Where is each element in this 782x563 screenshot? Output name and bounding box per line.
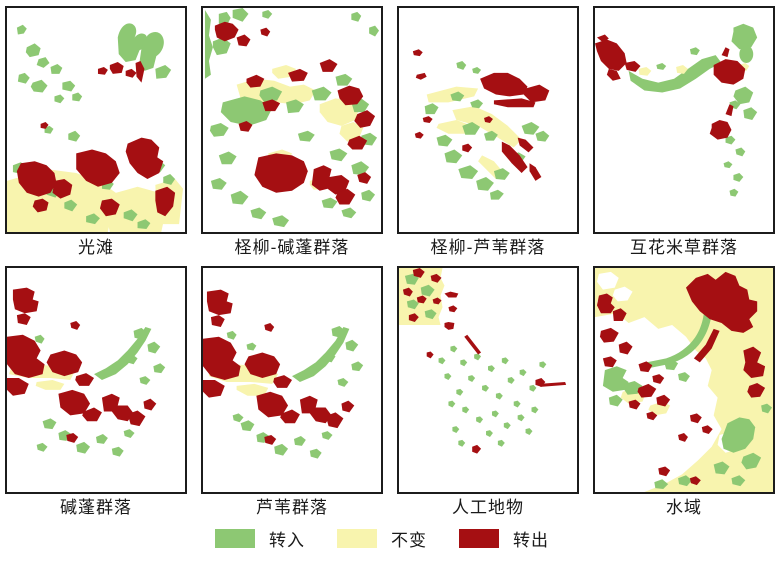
panel-grid: 光滩 [5, 6, 775, 522]
figure-cell-tamarix-phragmites: 柽柳-芦苇群落 [397, 6, 579, 262]
panel-caption-suaeda: 碱蓬群落 [60, 498, 132, 518]
map-tamarix-phragmites-svg [399, 8, 577, 232]
map-panel-phragmites [201, 266, 383, 494]
map-phragmites-svg [203, 268, 381, 492]
legend: 转入 不变 转出 [0, 526, 782, 551]
map-panel-tamarix-suaeda [201, 6, 383, 234]
legend-swatch-unchanged-icon [337, 529, 377, 548]
figure-cell-spartina: 互花米草群落 [593, 6, 775, 262]
legend-label-transfer-in: 转入 [269, 531, 305, 551]
panel-caption-spartina: 互花米草群落 [630, 238, 738, 258]
figure-cell-mudflat: 光滩 [5, 6, 187, 262]
map-panel-mudflat [5, 6, 187, 234]
map-panel-tamarix-phragmites [397, 6, 579, 234]
map-spartina-svg [595, 8, 773, 232]
panel-caption-water: 水域 [666, 498, 702, 518]
panel-caption-tamarix-phragmites: 柽柳-芦苇群落 [430, 238, 546, 258]
figure-cell-phragmites: 芦苇群落 [201, 266, 383, 522]
map-mudflat-svg [7, 8, 185, 232]
panel-caption-artificial: 人工地物 [452, 498, 524, 518]
map-panel-spartina [593, 6, 775, 234]
panel-caption-mudflat: 光滩 [78, 238, 114, 258]
figure-cell-suaeda: 碱蓬群落 [5, 266, 187, 522]
panel-caption-phragmites: 芦苇群落 [256, 498, 328, 518]
figure-cell-tamarix-suaeda: 柽柳-碱蓬群落 [201, 6, 383, 262]
map-artificial-svg [399, 268, 577, 492]
legend-swatch-transfer-out-icon [459, 529, 499, 548]
figure-cell-artificial: 人工地物 [397, 266, 579, 522]
panel-caption-tamarix-suaeda: 柽柳-碱蓬群落 [234, 238, 350, 258]
legend-swatch-transfer-in-icon [215, 529, 255, 548]
map-panel-suaeda [5, 266, 187, 494]
map-panel-water [593, 266, 775, 494]
figure-cell-water: 水域 [593, 266, 775, 522]
map-panel-artificial [397, 266, 579, 494]
map-suaeda-svg [7, 268, 185, 492]
legend-label-unchanged: 不变 [391, 531, 427, 551]
legend-label-transfer-out: 转出 [513, 531, 549, 551]
map-tamarix-suaeda-svg [203, 8, 381, 232]
map-water-svg [595, 268, 773, 492]
